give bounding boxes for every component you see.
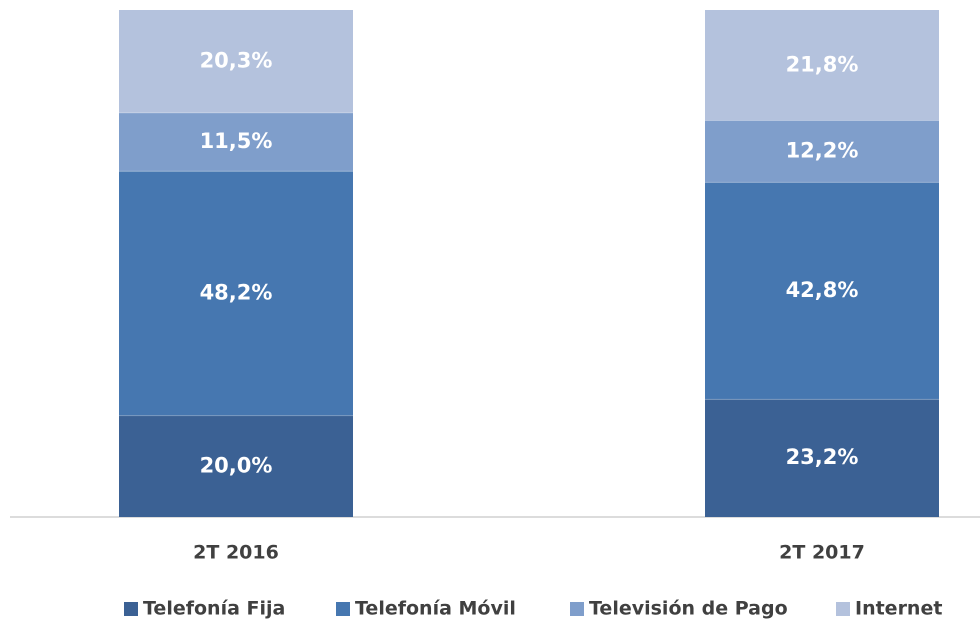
bar-segment <box>119 10 353 113</box>
legend-label: Telefonía Móvil <box>355 598 516 620</box>
value-label: 11,5% <box>200 129 273 153</box>
legend-swatch <box>336 602 350 616</box>
value-label: 23,2% <box>786 445 859 469</box>
x-tick-label: 2T 2016 <box>193 542 279 564</box>
value-label: 12,2% <box>786 138 859 162</box>
bar-segment <box>705 10 939 121</box>
legend-label: Internet <box>855 598 942 620</box>
bar-segment <box>119 415 353 517</box>
value-label: 20,0% <box>200 453 273 477</box>
legend-swatch <box>570 602 584 616</box>
value-label: 20,3% <box>200 48 273 72</box>
legend-label: Televisión de Pago <box>589 598 788 620</box>
bar-segment <box>705 120 939 183</box>
value-label: 48,2% <box>200 280 273 304</box>
x-tick-label: 2T 2017 <box>779 542 865 564</box>
bar-segment <box>119 171 353 416</box>
value-label: 42,8% <box>786 278 859 302</box>
legend-swatch <box>124 602 138 616</box>
bar-segment <box>119 112 353 172</box>
legend-label: Telefonía Fija <box>143 598 285 620</box>
value-label: 21,8% <box>786 52 859 76</box>
legend-swatch <box>836 602 850 616</box>
bar-segment <box>705 182 939 400</box>
bar-segment <box>705 399 939 517</box>
